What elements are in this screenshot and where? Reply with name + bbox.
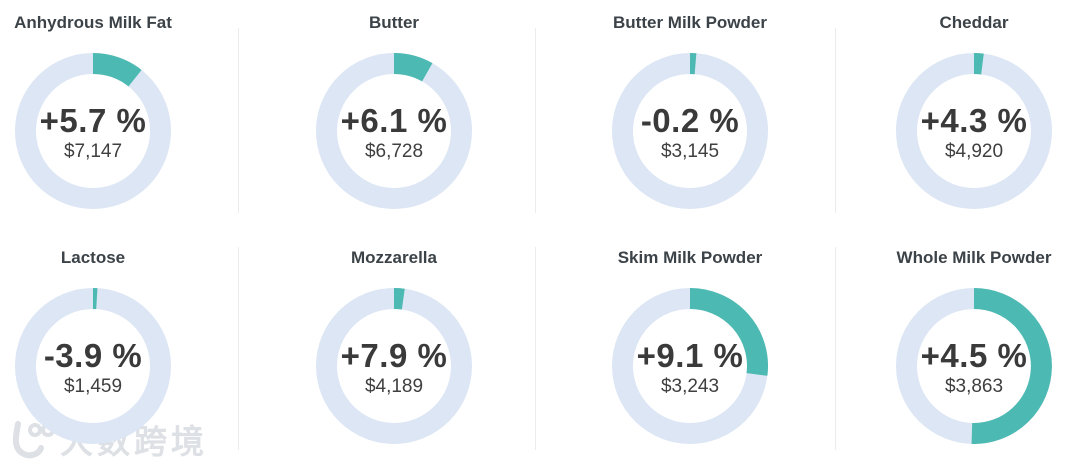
- donut-svg: [612, 288, 768, 444]
- donut-value-arc: [393, 53, 433, 82]
- price-value: $6,728: [364, 140, 424, 162]
- donut-value-arc: [971, 288, 1052, 444]
- price-value: $3,243: [660, 375, 720, 397]
- donut-chart[interactable]: -0.2 % $3,145: [612, 53, 768, 209]
- kpi-card: Whole Milk Powder +4.5 % $3,863: [854, 247, 1080, 444]
- change-percent: +4.5 %: [920, 336, 1028, 374]
- price-value: $4,189: [364, 375, 424, 397]
- donut-center-label: +6.1 % $6,728: [316, 53, 472, 209]
- kpi-card: Butter Milk Powder -0.2 % $3,145: [570, 12, 810, 209]
- kpi-card: Mozzarella +7.9 % $4,189: [274, 247, 514, 444]
- kpi-card: Lactose -3.9 % $1,459: [0, 247, 213, 444]
- price-value: $3,863: [944, 375, 1004, 397]
- price-value: $4,920: [944, 140, 1004, 162]
- donut-chart[interactable]: +4.5 % $3,863: [896, 288, 1052, 444]
- card-title: Lactose: [60, 248, 126, 267]
- column-divider: [535, 28, 536, 213]
- card-title: Butter Milk Powder: [613, 13, 767, 32]
- change-percent: -3.9 %: [43, 336, 143, 374]
- card-title: Butter: [368, 13, 420, 32]
- donut-center-label: +9.1 % $3,243: [612, 288, 768, 444]
- donut-center-label: +4.3 % $4,920: [896, 53, 1052, 209]
- donut-chart[interactable]: +4.3 % $4,920: [896, 53, 1052, 209]
- donut-svg: [896, 53, 1052, 209]
- donut-svg: [15, 53, 171, 209]
- donut-center-label: -0.2 % $3,145: [612, 53, 768, 209]
- change-percent: +9.1 %: [636, 336, 744, 374]
- column-divider: [835, 247, 836, 450]
- card-title: Skim Milk Powder: [617, 248, 763, 267]
- change-percent: -0.2 %: [640, 101, 740, 139]
- price-value: $1,459: [63, 375, 123, 397]
- card-title: Anhydrous Milk Fat: [14, 13, 172, 32]
- donut-value-arc: [92, 53, 142, 87]
- card-title: Whole Milk Powder: [896, 248, 1052, 267]
- kpi-card: Anhydrous Milk Fat +5.7 % $7,147: [0, 12, 213, 209]
- column-divider: [238, 247, 239, 450]
- price-value: $3,145: [660, 140, 720, 162]
- donut-value-arc: [973, 53, 984, 75]
- donut-center-label: -3.9 % $1,459: [15, 288, 171, 444]
- price-value: $7,147: [63, 140, 123, 162]
- card-title: Mozzarella: [351, 248, 437, 267]
- donut-chart[interactable]: +7.9 % $4,189: [316, 288, 472, 444]
- change-percent: +7.9 %: [340, 336, 448, 374]
- card-title: Cheddar: [939, 13, 1009, 32]
- donut-chart[interactable]: +9.1 % $3,243: [612, 288, 768, 444]
- donut-chart[interactable]: +6.1 % $6,728: [316, 53, 472, 209]
- donut-center-label: +5.7 % $7,147: [15, 53, 171, 209]
- kpi-card: Butter +6.1 % $6,728: [274, 12, 514, 209]
- donut-svg: [316, 53, 472, 209]
- donut-chart[interactable]: -3.9 % $1,459: [15, 288, 171, 444]
- donut-value-arc: [689, 288, 768, 376]
- donut-center-label: +7.9 % $4,189: [316, 288, 472, 444]
- donut-value-arc: [393, 288, 405, 310]
- kpi-card: Cheddar +4.3 % $4,920: [854, 12, 1080, 209]
- change-percent: +6.1 %: [340, 101, 448, 139]
- change-percent: +4.3 %: [920, 101, 1028, 139]
- donut-svg: [316, 288, 472, 444]
- column-divider: [238, 28, 239, 213]
- column-divider: [535, 247, 536, 450]
- donut-svg: [896, 288, 1052, 444]
- donut-center-label: +4.5 % $3,863: [896, 288, 1052, 444]
- donut-svg: [612, 53, 768, 209]
- donut-svg: [15, 288, 171, 444]
- donut-chart[interactable]: +5.7 % $7,147: [15, 53, 171, 209]
- change-percent: +5.7 %: [39, 101, 147, 139]
- column-divider: [835, 28, 836, 213]
- kpi-card: Skim Milk Powder +9.1 % $3,243: [570, 247, 810, 444]
